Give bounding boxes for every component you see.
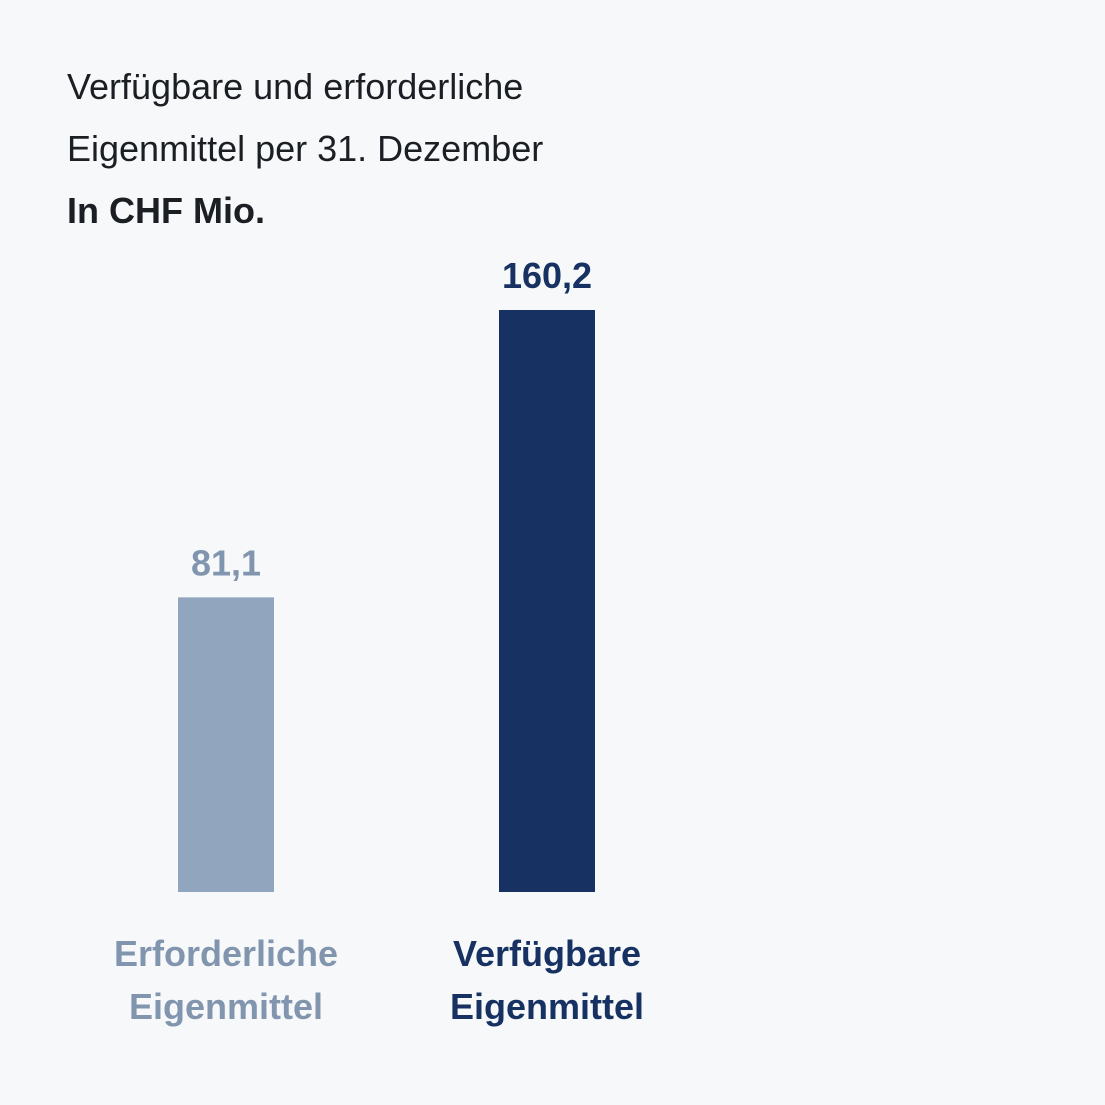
bar-1 — [178, 597, 274, 892]
bar-2 — [499, 310, 595, 892]
category-label-2-line-1: Verfügbare — [453, 933, 641, 974]
chart-title-line-2: Eigenmittel per 31. Dezember — [67, 128, 544, 169]
chart-title-block: Verfügbare und erforderliche Eigenmittel… — [67, 56, 767, 242]
category-label-2-line-2: Eigenmittel — [450, 986, 644, 1027]
chart-subtitle: In CHF Mio. — [67, 190, 265, 231]
chart-title-line-1: Verfügbare und erforderliche — [67, 66, 524, 107]
category-label-1-line-1: Erforderliche — [114, 933, 338, 974]
value-label-2: 160,2 — [502, 255, 592, 296]
category-label-1-line-2: Eigenmittel — [129, 986, 323, 1027]
value-label-1: 81,1 — [191, 542, 261, 583]
